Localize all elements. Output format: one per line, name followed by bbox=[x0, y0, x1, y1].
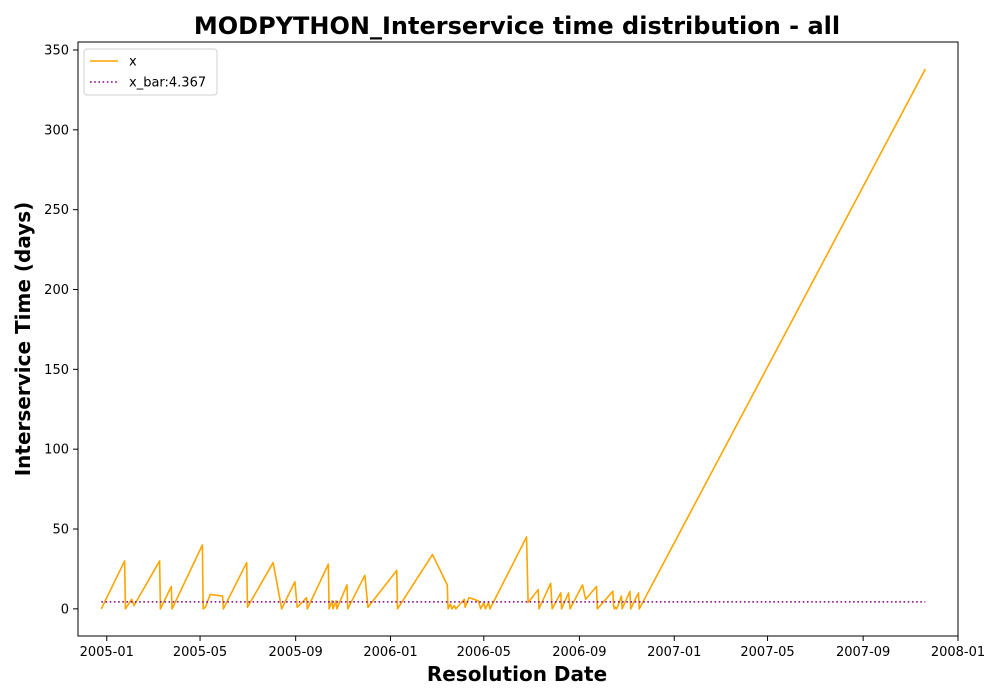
x-tick-label: 2007-01 bbox=[647, 645, 701, 660]
x-tick-label: 2005-01 bbox=[80, 645, 134, 660]
y-tick-label: 250 bbox=[44, 203, 69, 218]
y-tick-label: 200 bbox=[44, 283, 69, 298]
y-tick-label: 300 bbox=[44, 123, 69, 138]
y-axis: 0 50 100 150 200 250 300 350 bbox=[44, 43, 78, 617]
x-tick-label: 2006-09 bbox=[552, 645, 606, 660]
legend-label: x_bar:4.367 bbox=[129, 76, 206, 91]
chart-title: MODPYTHON_Interservice time distribution… bbox=[194, 12, 840, 40]
y-axis-label: Interservice Time (days) bbox=[11, 202, 35, 477]
legend-label: x bbox=[129, 55, 137, 70]
series-layer bbox=[100, 68, 927, 610]
x-tick-label: 2005-05 bbox=[173, 645, 227, 660]
x-axis-label: Resolution Date bbox=[427, 662, 607, 686]
series-line-x bbox=[100, 68, 927, 610]
x-tick-label: 2007-05 bbox=[740, 645, 794, 660]
y-tick-label: 350 bbox=[44, 43, 69, 58]
x-tick-label: 2005-09 bbox=[269, 645, 323, 660]
y-tick-label: 0 bbox=[61, 602, 69, 617]
y-tick-label: 150 bbox=[44, 363, 69, 378]
y-tick-label: 100 bbox=[44, 443, 69, 458]
x-tick-label: 2006-05 bbox=[457, 645, 511, 660]
y-tick-label: 50 bbox=[52, 523, 69, 538]
plot-frame bbox=[77, 41, 959, 637]
x-tick-label: 2008-01 bbox=[931, 645, 985, 660]
legend: x x_bar:4.367 bbox=[83, 48, 218, 96]
x-tick-label: 2006-01 bbox=[363, 645, 417, 660]
x-axis: 2005-01 2005-05 2005-09 2006-01 2006-05 2006-… bbox=[80, 636, 985, 660]
x-tick-label: 2007-09 bbox=[836, 645, 890, 660]
